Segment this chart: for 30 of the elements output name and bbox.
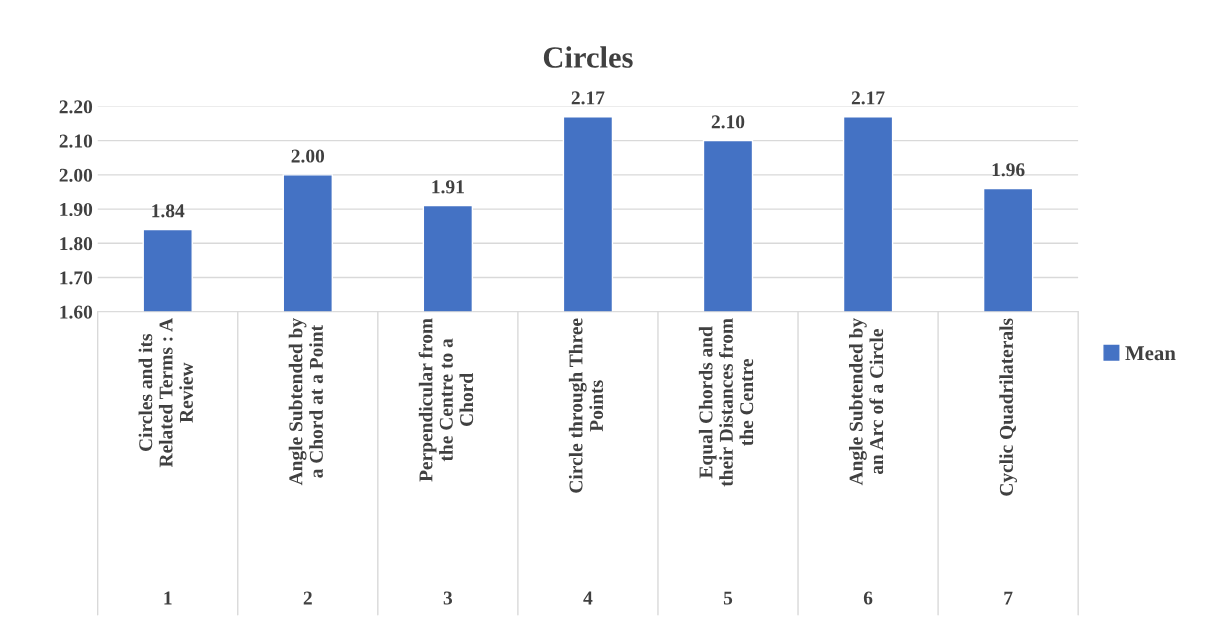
y-tick-label: 2.10 [59, 134, 93, 148]
x-tick-label: Circles and its Related Terms : A Review [138, 318, 193, 468]
y-tick-label: 1.70 [60, 271, 93, 285]
text: 1 [164, 591, 172, 605]
x-tick-label: Circle through Three Points [568, 318, 604, 493]
text: 5 [723, 591, 733, 605]
text: 7 [1004, 591, 1013, 605]
x-tick-label: Cyclic Quadrilaterals [999, 318, 1017, 496]
y-tick-label: 1.90 [60, 202, 93, 217]
y-tick-label: 2.00 [59, 168, 93, 182]
data-label: 1.84 [152, 204, 185, 218]
data-label: 2.10 [711, 115, 745, 129]
chart-title: Circles [543, 46, 633, 68]
data-label: 2.00 [291, 149, 325, 163]
data-label: 2.17 [851, 91, 885, 105]
data-label: 2.17 [571, 91, 605, 105]
data-label: 1.96 [992, 163, 1025, 177]
x-tick-label: Equal Chords and their Distances from the Centre [698, 318, 754, 487]
legend-label: Mean [1125, 346, 1176, 361]
y-tick-label: 1.60 [60, 305, 93, 319]
text: 3 [443, 591, 453, 605]
data-label: 1.91 [432, 180, 464, 194]
text: 6 [863, 591, 873, 605]
y-tick-label: 1.80 [60, 237, 93, 251]
x-tick-label: Angle Subtended by an Arc of a Circle [849, 318, 884, 486]
text: 2 [303, 591, 312, 605]
text: 4 [583, 591, 593, 605]
y-tick-label: 2.20 [59, 100, 93, 114]
x-tick-label: Angle Subtended by a Chord at a Point [288, 318, 323, 486]
x-tick-label: Perpendicular from the Centre to a Chord [418, 318, 474, 482]
